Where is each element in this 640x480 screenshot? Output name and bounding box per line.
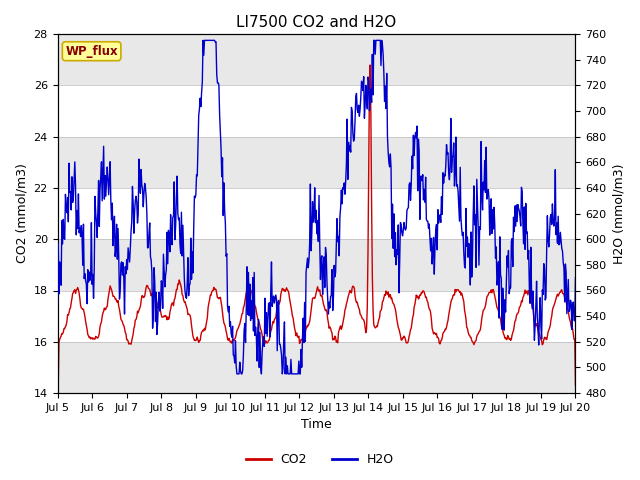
- H2O: [233, 371, 241, 377]
- H2O: [572, 275, 579, 281]
- CO2: [395, 326, 403, 332]
- H2O: [396, 258, 404, 264]
- Bar: [58, 137, 575, 188]
- Bar: [58, 342, 575, 393]
- Text: WP_flux: WP_flux: [65, 45, 118, 58]
- Title: LI7500 CO2 and H2O: LI7500 CO2 and H2O: [236, 15, 397, 30]
- H2O: [116, 288, 124, 293]
- Legend: CO2, H2O: CO2, H2O: [241, 448, 399, 471]
- H2O: [196, 96, 204, 101]
- Y-axis label: CO2 (mmol/m3): CO2 (mmol/m3): [15, 164, 28, 264]
- X-axis label: Time: Time: [301, 419, 332, 432]
- Line: CO2: CO2: [58, 65, 575, 385]
- Y-axis label: H2O (mmol/m3): H2O (mmol/m3): [612, 163, 625, 264]
- Bar: [58, 188, 575, 239]
- CO2: [63, 319, 71, 324]
- CO2: [116, 312, 124, 317]
- H2O: [63, 210, 71, 216]
- H2O: [381, 99, 388, 105]
- Bar: [58, 85, 575, 137]
- CO2: [366, 62, 374, 68]
- CO2: [54, 383, 61, 388]
- Bar: [58, 239, 575, 290]
- CO2: [572, 383, 579, 388]
- Bar: [58, 290, 575, 342]
- H2O: [199, 37, 207, 43]
- CO2: [169, 300, 177, 306]
- CO2: [196, 337, 204, 343]
- Bar: [58, 34, 575, 85]
- CO2: [380, 295, 388, 300]
- H2O: [169, 215, 177, 220]
- H2O: [54, 300, 61, 305]
- Line: H2O: H2O: [58, 40, 575, 374]
